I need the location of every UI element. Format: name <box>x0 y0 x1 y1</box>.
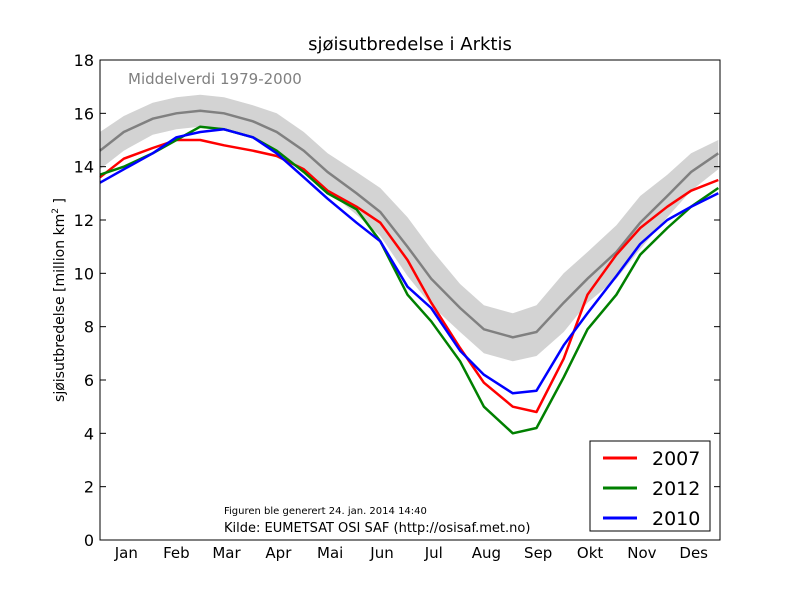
chart-title: sjøisutbredelse i Arktis <box>308 34 512 55</box>
y-tick-label: 8 <box>84 318 94 337</box>
source-note: Kilde: EUMETSAT OSI SAF (http://osisaf.m… <box>224 521 530 536</box>
plot-area <box>99 59 721 541</box>
x-tick-label: Sep <box>524 544 552 562</box>
series-lines <box>99 125 720 435</box>
y-tick-label: 6 <box>84 371 94 390</box>
y-axis-label-tail: ] <box>52 198 68 208</box>
x-tick-label: Des <box>679 544 708 562</box>
series-line-2012 <box>99 125 720 435</box>
legend-items: 2007 2012 2010 <box>603 448 700 530</box>
mean-line <box>99 109 720 339</box>
y-axis-label: sjøisutbredelse [million km2 ] <box>51 198 68 402</box>
x-tick-label: Jun <box>369 544 393 562</box>
y-tick-label: 18 <box>74 51 94 70</box>
x-tick-label: Jul <box>424 544 443 562</box>
x-tick-label: Mai <box>317 544 343 562</box>
legend-label-2007: 2007 <box>652 448 700 470</box>
x-axis: Jan Feb Mar Apr Mai Jun Jul Aug Sep Okt Nov Des <box>114 544 708 562</box>
plot-border <box>99 59 721 541</box>
legend: 2007 2012 2010 <box>589 440 711 532</box>
legend-box <box>589 440 711 532</box>
y-tick-label: 16 <box>74 104 94 123</box>
series-line-2007 <box>99 138 719 414</box>
y-tick-label: 14 <box>74 158 94 177</box>
x-tick-label: Nov <box>627 544 656 562</box>
series-line-2010 <box>99 128 719 395</box>
y-tick-label: 12 <box>74 211 94 230</box>
y-tick-label: 2 <box>84 478 94 497</box>
y-tick-label: 4 <box>84 424 94 443</box>
x-tick-label: Okt <box>577 544 603 562</box>
y-tick-label: 10 <box>74 264 94 283</box>
x-tick-label: Feb <box>163 544 190 562</box>
legend-label-2012: 2012 <box>652 478 700 500</box>
mean-annotation: Middelverdi 1979-2000 <box>128 70 302 88</box>
legend-label-2010: 2010 <box>652 508 700 530</box>
y-tick-label: 0 <box>84 531 94 550</box>
x-tick-label: Aug <box>472 544 501 562</box>
y-axis: 0 2 4 6 8 10 12 14 16 18 <box>74 51 720 550</box>
y-axis-label-main: sjøisutbredelse [million km <box>52 214 68 402</box>
generated-note: Figuren ble generert 24. jan. 2014 14:40 <box>224 506 427 517</box>
mean-range-band <box>100 94 719 362</box>
x-tick-label: Jan <box>114 544 138 562</box>
x-tick-label: Mar <box>212 544 241 562</box>
y-axis-label-sup: 2 <box>51 208 61 214</box>
x-tick-label: Apr <box>265 544 292 562</box>
